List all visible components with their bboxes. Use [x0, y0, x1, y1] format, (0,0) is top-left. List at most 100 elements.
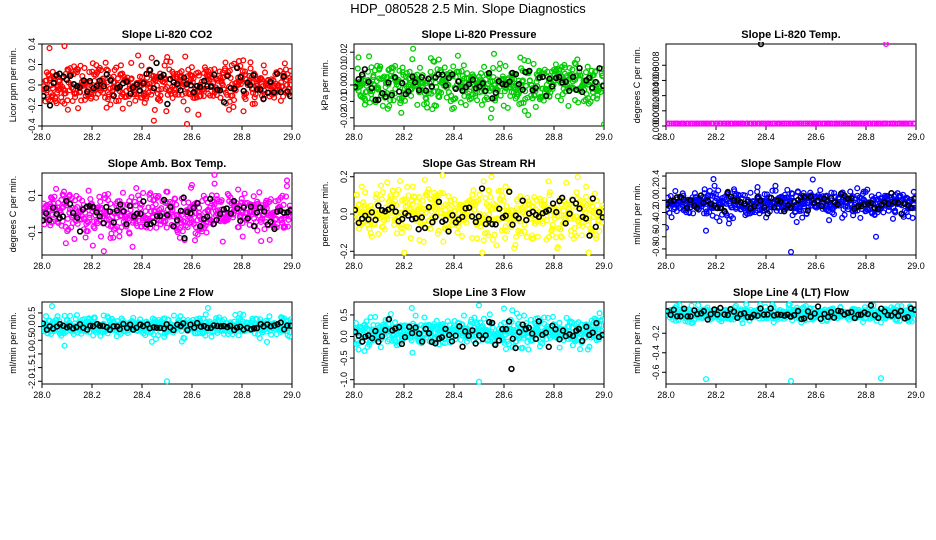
x-tick-label: 28.2 [83, 390, 101, 400]
point [437, 210, 444, 217]
point [272, 198, 279, 205]
point [885, 207, 892, 214]
point-selected [250, 222, 258, 230]
point-selected [197, 222, 204, 230]
point [184, 106, 191, 113]
point-selected [244, 215, 251, 222]
point-selected [727, 193, 735, 200]
point [236, 310, 243, 317]
point [569, 66, 576, 73]
point-selected [153, 59, 160, 67]
point [527, 316, 534, 323]
point-selected [76, 228, 84, 235]
point [54, 313, 61, 320]
y-tick-label: 0.0006 [651, 67, 661, 95]
point [377, 344, 384, 351]
point [785, 120, 792, 127]
point [81, 64, 88, 71]
point-selected [280, 326, 288, 333]
point [686, 209, 693, 217]
point [263, 338, 271, 346]
point-selected [406, 323, 413, 331]
point [61, 42, 68, 50]
point-selected [499, 80, 506, 88]
point-selected [764, 210, 771, 217]
point [889, 215, 897, 222]
point-selected [415, 226, 422, 233]
point-selected [546, 75, 553, 82]
point [53, 100, 60, 107]
point [360, 199, 367, 206]
point [367, 202, 374, 209]
point [539, 340, 546, 347]
point [435, 56, 442, 63]
point [561, 61, 568, 68]
point [830, 211, 838, 218]
point [128, 194, 135, 201]
point [794, 188, 801, 195]
point-selected [261, 208, 268, 215]
point-selected [398, 340, 406, 348]
point [213, 192, 220, 199]
point [101, 191, 108, 198]
point [747, 189, 754, 196]
point-selected [190, 89, 197, 96]
point-selected [395, 88, 403, 95]
point [464, 70, 471, 77]
point-selected [416, 330, 423, 337]
point [784, 186, 791, 193]
point [797, 207, 804, 214]
point [529, 232, 536, 239]
point [892, 207, 899, 214]
point-selected [455, 78, 462, 85]
point [75, 105, 82, 112]
point-selected [355, 332, 362, 339]
point [713, 214, 720, 221]
point [115, 97, 122, 104]
point [120, 201, 127, 209]
point [540, 97, 547, 104]
point-selected [217, 323, 225, 330]
point-selected [56, 70, 63, 77]
point-selected [375, 202, 382, 209]
panel-title: Slope Li-820 Pressure [422, 29, 537, 41]
point [509, 344, 516, 351]
x-tick-label: 28.0 [657, 132, 675, 142]
point [158, 205, 165, 212]
point [503, 228, 511, 235]
point [721, 120, 728, 127]
point [882, 42, 890, 48]
point [817, 187, 824, 194]
data-points [354, 302, 604, 385]
point-selected [787, 204, 795, 212]
point-selected [489, 220, 496, 228]
point [691, 120, 698, 127]
point [502, 234, 509, 242]
point [859, 318, 867, 326]
point-selected [721, 207, 728, 215]
y-axis-label: percent per min. [320, 181, 330, 246]
point-selected [542, 329, 550, 336]
point [463, 338, 470, 345]
point-selected [529, 330, 536, 337]
point [194, 231, 201, 238]
point-selected [848, 195, 855, 202]
point [369, 88, 376, 95]
point [593, 95, 600, 102]
point [211, 66, 218, 73]
point-selected [260, 95, 267, 102]
point [185, 199, 192, 206]
x-tick-label: 29.0 [283, 390, 301, 400]
y-tick-label: -0.5 [339, 350, 349, 366]
point [412, 312, 419, 319]
point-selected [100, 219, 107, 227]
point [369, 95, 376, 102]
point [48, 303, 56, 310]
point [740, 120, 747, 127]
x-tick-label: 28.0 [345, 261, 363, 271]
point [681, 120, 688, 127]
point-selected [191, 324, 198, 331]
point [572, 232, 579, 240]
x-tick-label: 28.0 [657, 390, 675, 400]
point [470, 187, 477, 194]
